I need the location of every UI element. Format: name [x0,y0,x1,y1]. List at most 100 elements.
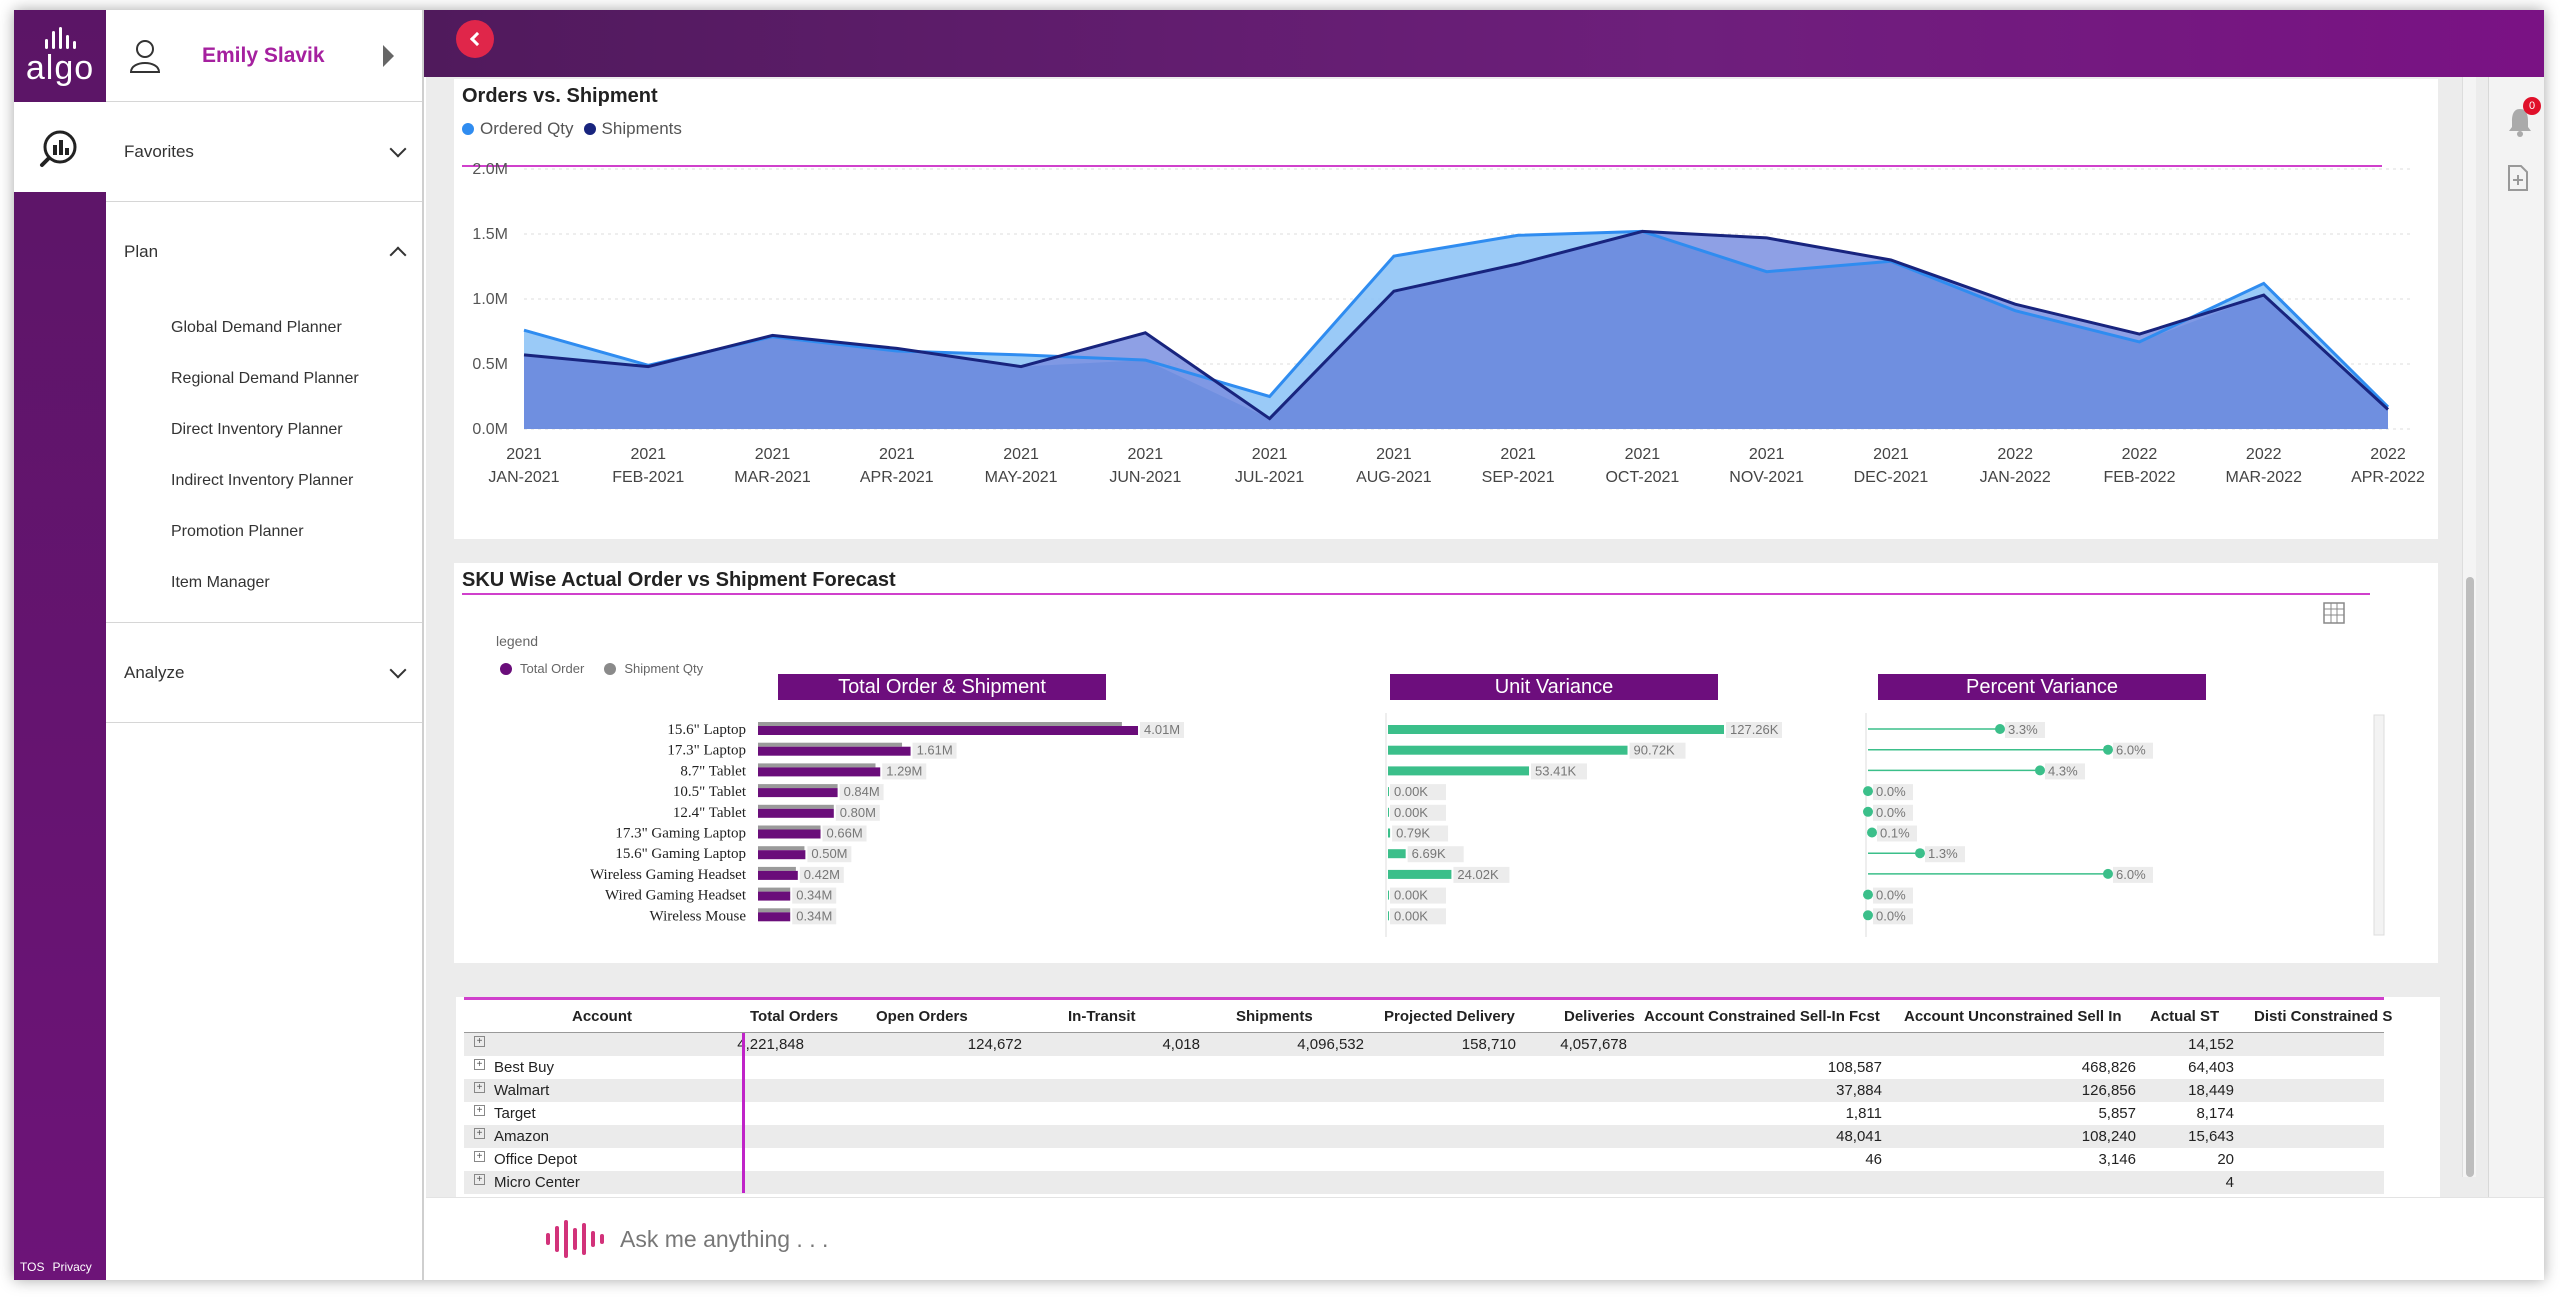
privacy-link[interactable]: Privacy [52,1260,92,1274]
bell-icon[interactable] [2507,107,2533,137]
unit-label-bg [1726,722,1782,738]
col-account[interactable]: Account [572,1008,632,1025]
nav-plan-header[interactable]: Plan [106,202,422,302]
expand-arrow-icon[interactable] [382,44,394,67]
logo-bars-icon [44,27,76,49]
table-row[interactable]: + Office Depot 46 3,146 20 [464,1148,2384,1171]
col-deliveries[interactable]: Deliveries [1564,1008,1635,1025]
pct-value-label: 1.3% [1928,846,1958,861]
col-actual-st[interactable]: Actual ST [2150,1008,2220,1025]
shipment-bar [758,887,791,892]
add-document-icon[interactable] [2507,165,2529,191]
nav-plan-label: Plan [124,242,159,261]
nav-item-global-demand-planner[interactable]: Global Demand Planner [171,318,342,336]
total-label-bg [835,804,880,821]
x-tick-month: DEC-2021 [1854,469,1929,486]
col-projected-delivery[interactable]: Projected Delivery [1384,1008,1515,1025]
expand-plus-icon[interactable]: + [474,1059,485,1070]
total-label-bg [792,908,837,925]
cell-actual-st: 14,152 [2188,1036,2234,1053]
card-rule [462,165,2382,167]
x-tick-month: MAR-2022 [2225,469,2302,486]
scrollbar-thumb[interactable] [2466,577,2474,1177]
accounts-table-card: Account Total Orders Open Orders In-Tran… [456,997,2440,1197]
grid-view-icon[interactable] [2322,601,2346,625]
top-bar [424,10,2544,77]
col-shipments[interactable]: Shipments [1236,1008,1313,1025]
sku-label: 10.5" Tablet [673,784,747,800]
table-row[interactable]: +4,221,848 124,672 4,018 4,096,532 158,710 4,… [464,1033,2384,1056]
expand-plus-icon[interactable]: + [474,1151,485,1162]
table-row[interactable]: + Target 1,811 5,857 8,174 [464,1102,2384,1125]
total-value-label: 0.50M [811,846,847,861]
table-row[interactable]: + Amazon 48,041 108,240 15,643 [464,1125,2384,1148]
x-tick-year: 2022 [2246,446,2282,463]
col-open-orders[interactable]: Open Orders [876,1008,968,1025]
cell-actual-st: 18,449 [2188,1082,2234,1099]
table-row[interactable]: + Micro Center 4 [464,1171,2384,1194]
cell-actual-st: 4 [2225,1174,2234,1191]
rail-item-analytics[interactable] [14,102,106,192]
legend-shipment-qty-label: Shipment Qty [624,661,704,676]
x-tick-month: SEP-2021 [1482,469,1555,486]
nav-item-item-manager[interactable]: Item Manager [171,573,270,591]
voice-wave-icon[interactable] [546,1220,604,1258]
user-header[interactable]: Emily Slavik [106,10,422,102]
ask-input[interactable]: Ask me anything . . . [620,1226,829,1252]
panel-header-percent-variance: Percent Variance [1878,674,2206,700]
cell-open-orders: 124,672 [967,1036,1022,1053]
nav-favorites[interactable]: Favorites [106,102,422,202]
col-acc-unconstrained[interactable]: Account Unconstrained Sell In [1904,1008,2122,1025]
x-tick-year: 2021 [755,446,791,463]
col-disti-constrained[interactable]: Disti Constrained S [2254,1008,2393,1025]
unit-label-bg [1390,804,1446,821]
expand-plus-icon[interactable]: + [474,1128,485,1139]
col-acc-constrained[interactable]: Account Constrained Sell-In Fcst [1644,1008,1880,1025]
expand-plus-icon[interactable]: + [474,1174,485,1185]
overlap-area [524,231,2388,429]
chevron-up-icon [389,246,407,264]
shipment-bar [758,784,838,789]
nav-analyze[interactable]: Analyze [106,623,422,723]
cell-actual-st: 15,643 [2188,1128,2234,1145]
sku-label: Wireless Mouse [650,908,747,924]
tos-link[interactable]: TOS [20,1260,45,1274]
unit-value-label: 90.72K [1634,743,1676,758]
sku-bar-charts: 15.6" Laptop 4.01M 127.26K 3.3% 17.3" Laptop… [590,713,2385,937]
nav-item-regional-demand-planner[interactable]: Regional Demand Planner [171,369,359,387]
pct-label-bg [1873,908,1913,925]
sku-label: 12.4" Tablet [673,805,747,821]
y-tick-label: 0.5M [472,356,508,373]
nav-item-indirect-inventory-planner[interactable]: Indirect Inventory Planner [171,471,354,489]
expand-plus-icon[interactable]: + [474,1082,485,1093]
orders-area-chart: 0.0M 0.5M 1.0M 1.5M 2.0M 2021 JAN-2021 2021 FEB-… [472,161,2425,486]
col-total-orders[interactable]: Total Orders [750,1008,839,1025]
expand-plus-icon[interactable]: + [474,1036,485,1047]
content-scrollbar[interactable] [2462,77,2476,1177]
back-button[interactable] [456,20,494,58]
x-tick-month: APR-2021 [860,469,934,486]
nav-item-direct-inventory-planner[interactable]: Direct Inventory Planner [171,420,343,438]
table-row[interactable]: + Walmart 37,884 126,856 18,449 [464,1079,2384,1102]
cell-acc-unconstrained: 468,826 [2081,1059,2136,1076]
unit-value-label: 0.79K [1396,826,1430,841]
sku-label: Wired Gaming Headset [605,888,747,904]
unit-value-label: 24.02K [1457,867,1499,882]
algo-logo[interactable]: algo [14,10,106,102]
x-tick-year: 2022 [2122,446,2158,463]
pct-variance-dot [1867,827,1877,838]
x-tick-year: 2021 [630,446,666,463]
x-tick-year: 2021 [506,446,542,463]
nav-item-promotion-planner[interactable]: Promotion Planner [171,522,304,540]
expand-plus-icon[interactable]: + [474,1105,485,1116]
total-label-bg [1140,722,1184,738]
ask-bar[interactable]: Ask me anything . . . [426,1197,2544,1280]
cell-acc-constrained: 48,041 [1836,1128,1882,1145]
pct-variance-dot [1863,806,1873,817]
x-tick-year: 2021 [1376,446,1412,463]
total-label-bg [882,763,927,780]
col-in-transit[interactable]: In-Transit [1068,1008,1136,1025]
table-row[interactable]: + Best Buy 108,587 468,826 64,403 [464,1056,2384,1079]
sku-card: SKU Wise Actual Order vs Shipment Foreca… [454,563,2438,963]
orders-chart-legend: Ordered Qty Shipments [462,119,682,139]
